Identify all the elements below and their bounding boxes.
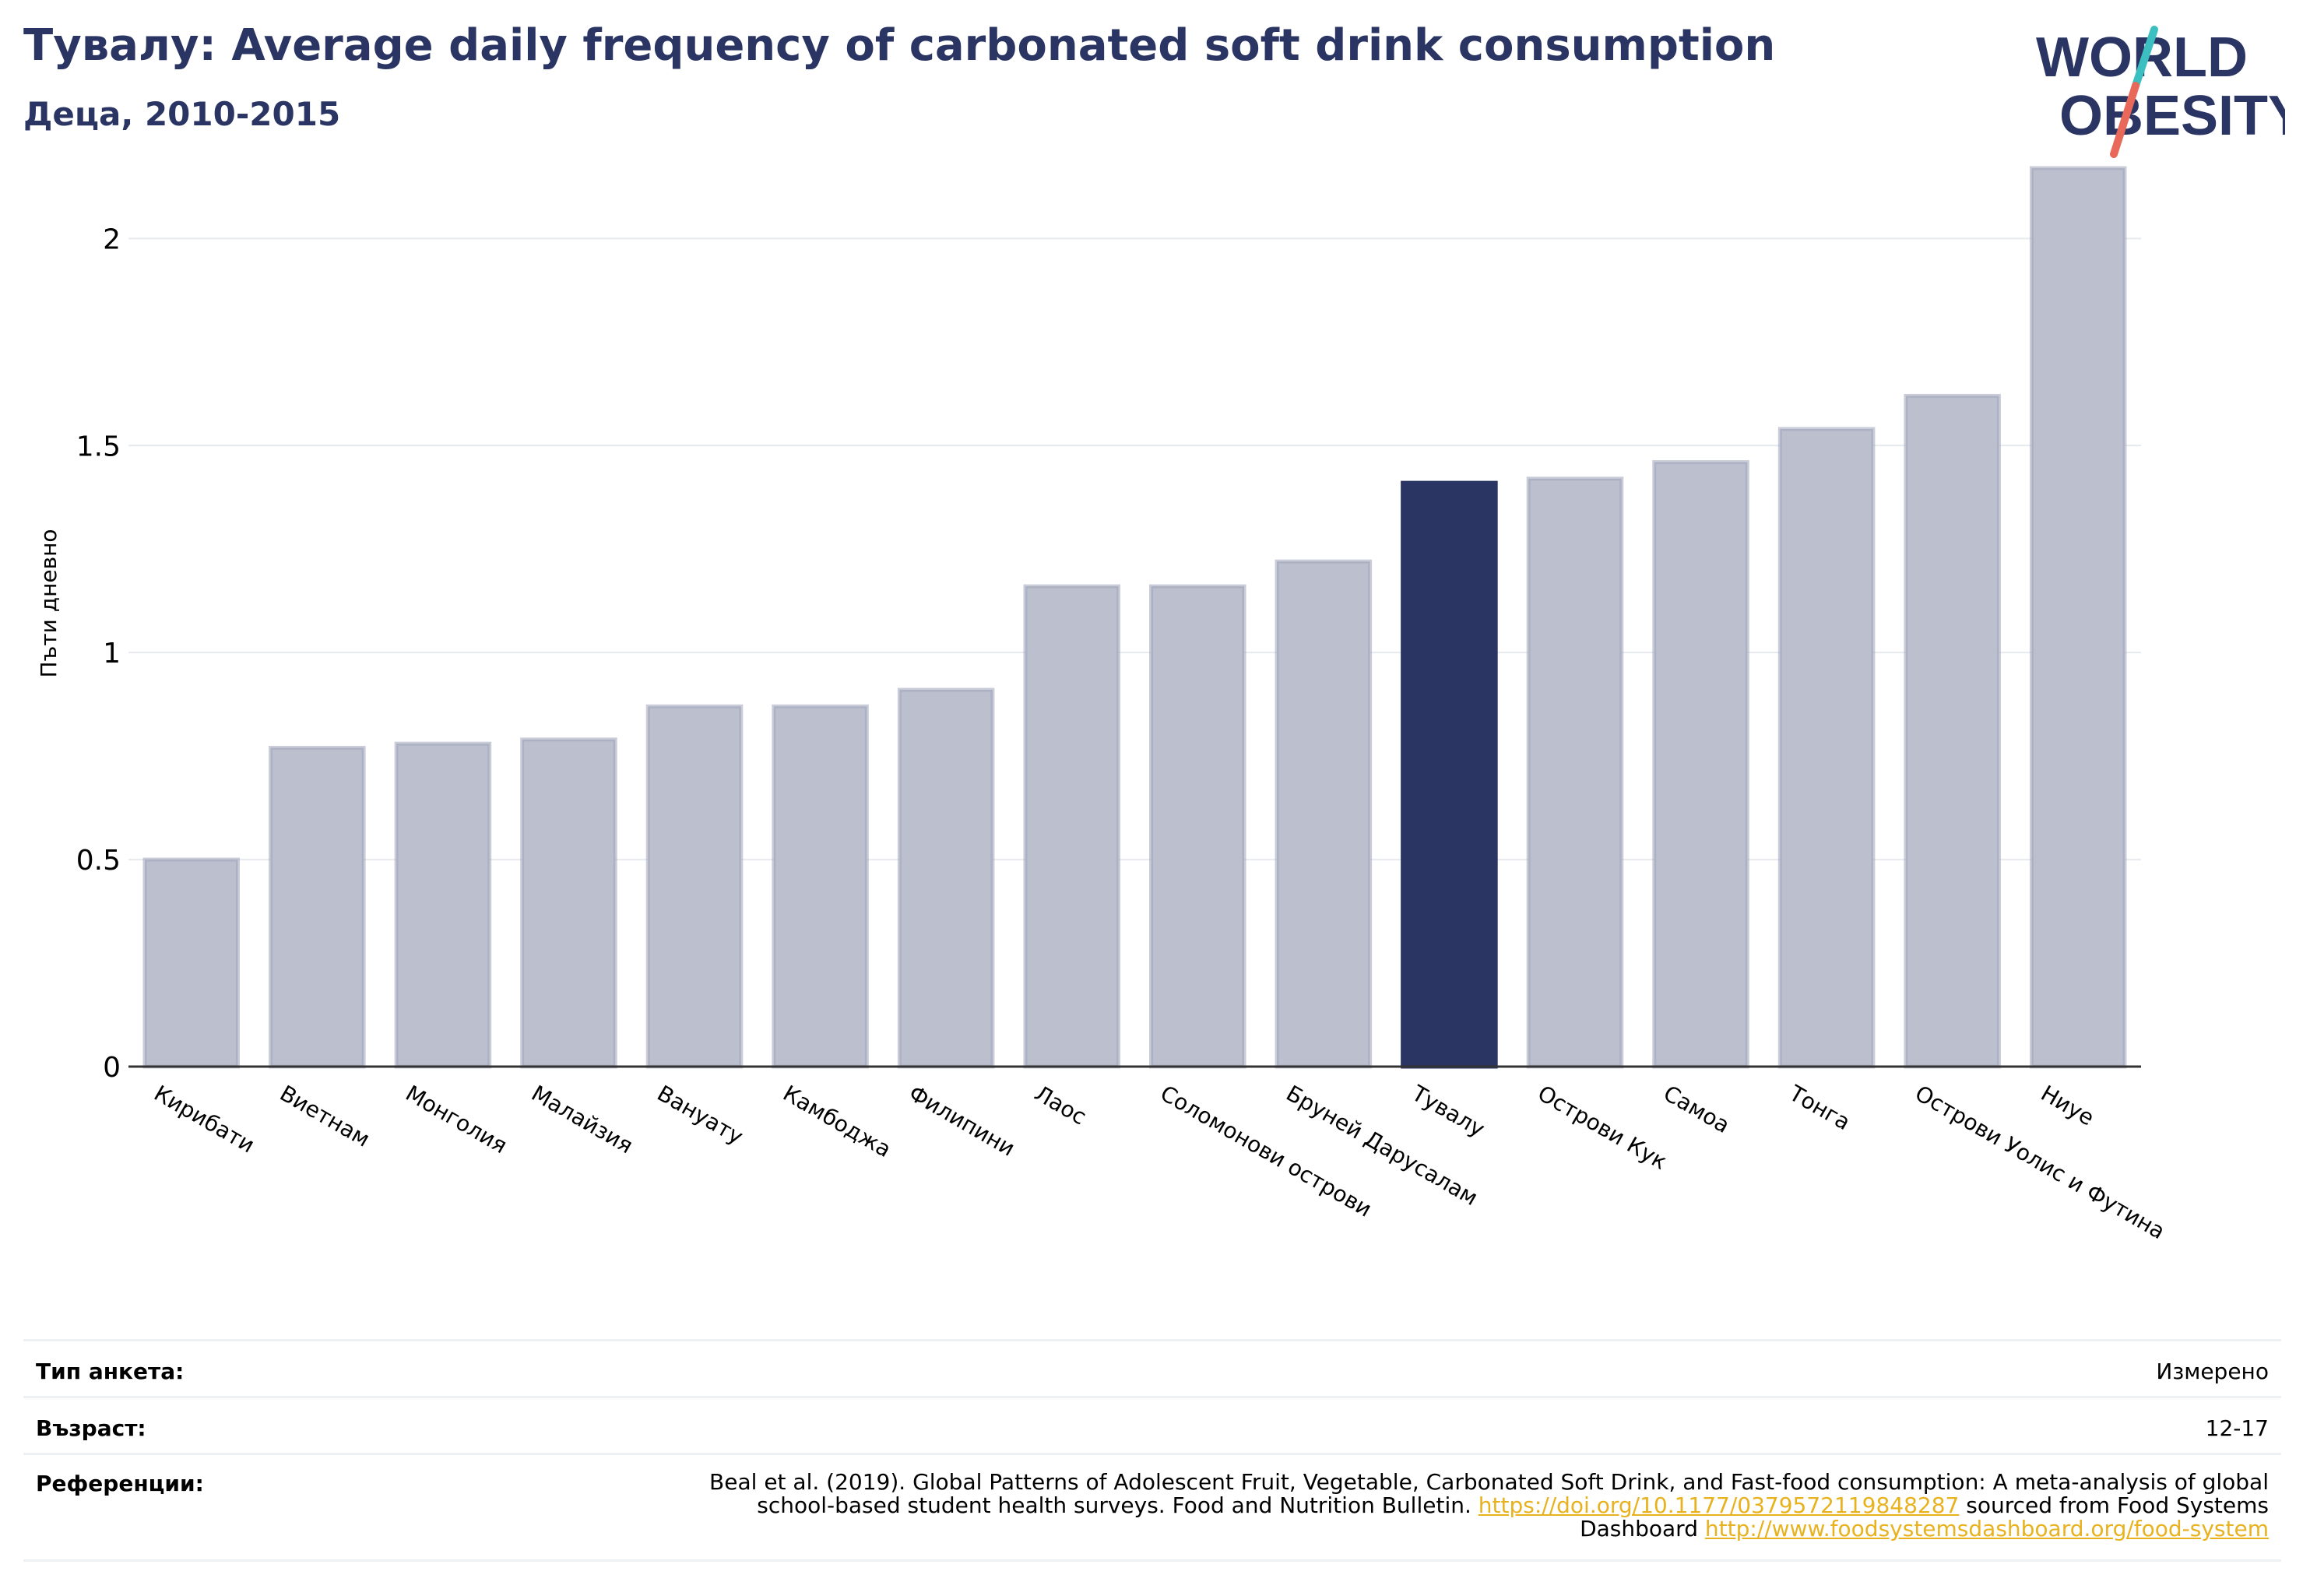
x-tick-label: Виетнам: [276, 1080, 374, 1151]
bars: [142, 166, 2127, 1069]
bar: [1777, 427, 1876, 1069]
x-tick-label: Тонга: [1784, 1080, 1855, 1135]
x-tick-label: Монголия: [401, 1080, 512, 1158]
survey-type-label: Тип анкета:: [36, 1359, 185, 1384]
references-citation: Beal et al. (2019). Global Patterns of A…: [709, 1469, 2269, 1518]
bar: [1275, 559, 1373, 1069]
bar: [1904, 393, 2001, 1069]
survey-type-row: Тип анкета: Измерено: [23, 1339, 2281, 1396]
bar: [1401, 480, 1498, 1069]
x-tick-label: Камбоджа: [779, 1080, 895, 1162]
references-source: sourced from Food Systems Dashboard: [1580, 1492, 2269, 1542]
world-obesity-logo: WORLD OBESITY: [2036, 26, 2285, 158]
bar: [142, 857, 241, 1069]
food-systems-link[interactable]: http://www.foodsystemsdashboard.org/food…: [1704, 1516, 2269, 1542]
references-text: Beal et al. (2019). Global Patterns of A…: [634, 1471, 2269, 1541]
chart-title: Тувалу: Average daily frequency of carbo…: [23, 20, 1776, 71]
bar-chart: 0 0.5 1 1.5 2 Кирибати Виетнам Монголия Малайзи…: [36, 166, 2169, 1244]
age-label: Възраст:: [36, 1415, 146, 1441]
bar: [772, 704, 869, 1069]
x-tick-label: Вануату: [653, 1080, 748, 1149]
y-axis-label: Пъти дневно: [36, 529, 62, 677]
survey-type-value: Измерено: [2156, 1359, 2269, 1384]
y-tick-label: 1: [103, 638, 121, 670]
x-tick-label: Острови Уолис и Футина: [1911, 1080, 2169, 1244]
y-tick-label: 1.5: [76, 431, 121, 462]
y-tick-labels: 0 0.5 1 1.5 2: [76, 223, 121, 1084]
doi-link[interactable]: https://doi.org/10.1177/0379572119848287: [1478, 1492, 1960, 1518]
x-tick-label: Соломонови острови: [1156, 1080, 1377, 1222]
x-tick-label: Кирибати: [149, 1080, 258, 1158]
references-row: Референции: Beal et al. (2019). Global P…: [23, 1453, 2281, 1562]
logo-slash-bottom: [2110, 82, 2140, 158]
logo-slash-top: [2132, 26, 2158, 90]
bar: [1526, 476, 1624, 1069]
x-tick-labels: Кирибати Виетнам Монголия Малайзия Вануату Ка…: [149, 1080, 2169, 1244]
x-tick-label: Самоа: [1659, 1080, 1734, 1138]
bar: [1023, 584, 1120, 1069]
bar: [1652, 460, 1749, 1069]
bar: [2029, 166, 2127, 1069]
bar: [645, 704, 744, 1069]
y-tick-label: 0: [103, 1052, 121, 1084]
x-tick-label: Тувалу: [1407, 1080, 1489, 1142]
bar: [269, 746, 366, 1069]
x-tick-label: Малайзия: [527, 1080, 638, 1158]
bar: [520, 737, 617, 1069]
info-footer: Тип анкета: Измерено Възраст: 12-17 Рефе…: [23, 1339, 2281, 1562]
x-tick-label: Филипини: [905, 1080, 1020, 1161]
y-tick-label: 0.5: [76, 845, 121, 877]
logo-line2: OBESITY: [2059, 85, 2285, 147]
chart-subtitle: Деца, 2010-2015: [23, 95, 341, 133]
x-tick-label: Ниуе: [2037, 1080, 2099, 1130]
age-row: Възраст: 12-17: [23, 1396, 2281, 1453]
x-tick-label: Острови Кук: [1533, 1080, 1671, 1174]
y-tick-label: 2: [103, 223, 121, 255]
bar: [1149, 584, 1246, 1069]
references-label: Референции:: [36, 1471, 204, 1496]
x-tick-label: Лаос: [1030, 1080, 1091, 1130]
age-value: 12-17: [2205, 1415, 2269, 1441]
bar: [897, 687, 995, 1069]
bar: [394, 741, 492, 1069]
